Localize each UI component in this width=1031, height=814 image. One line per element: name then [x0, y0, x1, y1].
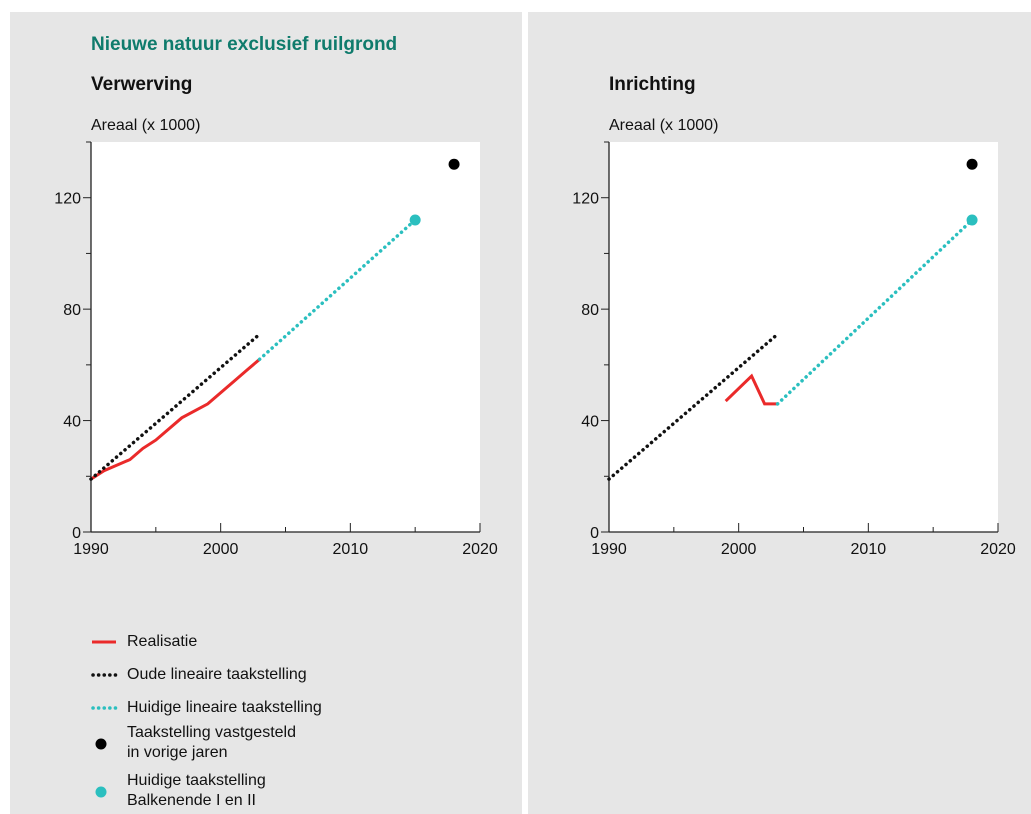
- series-line-oude-lineaire-taakstelling: [89, 332, 262, 481]
- data-point-huidige-taakstelling-balkenende-i-en-ii: [966, 214, 978, 226]
- y-tick-label: 40: [581, 414, 599, 431]
- x-tick-label: 1990: [591, 541, 627, 558]
- y-tick-label: 40: [63, 414, 81, 431]
- legend-swatch: [92, 640, 116, 644]
- y-tick-label: 0: [72, 525, 81, 542]
- chart-title-verwerving: Verwerving: [91, 74, 193, 95]
- plot-area: [609, 142, 998, 532]
- x-tick-label: 2020: [462, 541, 498, 558]
- series-line-huidige-lineaire-taakstelling: [775, 218, 974, 406]
- y-tick-label: 80: [581, 302, 599, 319]
- legend-label: Realisatie: [127, 633, 198, 650]
- series-line-huidige-lineaire-taakstelling: [257, 218, 417, 362]
- main-title: Nieuwe natuur exclusief ruilgrond: [91, 34, 398, 55]
- y-tick-label: 0: [590, 525, 599, 542]
- data-point-taakstelling-vastgesteld-in-vorige-jaren: [966, 158, 978, 170]
- legend-swatch: [95, 786, 107, 798]
- legend-label: Taakstelling vastgesteld in vorige jaren: [127, 724, 296, 761]
- legend-swatch: [95, 738, 107, 750]
- x-tick-label: 2000: [203, 541, 239, 558]
- series-line-realisatie: [724, 373, 778, 406]
- y-tick-label: 120: [54, 191, 81, 208]
- x-tick-label: 2000: [721, 541, 757, 558]
- legend-swatch: [91, 673, 119, 677]
- chart-verwerving: 0 40 80 120 1990 2000 2010 2020: [54, 141, 498, 558]
- y-axis-label-verwerving: Areaal (x 1000): [91, 117, 201, 134]
- left-chart-panel: Nieuwe natuur exclusief ruilgrond Verwer…: [10, 12, 522, 814]
- legend-label: Oude lineaire taakstelling: [127, 666, 307, 683]
- chart-inrichting: 0 40 80 120 1990 2000 2010 2020: [572, 141, 1016, 558]
- series-line-realisatie: [90, 358, 261, 481]
- series-line-oude-lineaire-taakstelling: [607, 332, 780, 481]
- x-tick-label: 2010: [333, 541, 369, 558]
- legend-label: Huidige taakstelling Balkenende I en II: [127, 772, 266, 809]
- y-tick-label: 80: [63, 302, 81, 319]
- x-tick-label: 2010: [851, 541, 887, 558]
- chart-title-inrichting: Inrichting: [609, 74, 696, 95]
- legend-swatch: [91, 706, 119, 710]
- x-tick-label: 1990: [73, 541, 109, 558]
- y-tick-label: 120: [572, 191, 599, 208]
- y-axis-label-inrichting: Areaal (x 1000): [609, 117, 719, 134]
- right-chart-panel: Inrichting Areaal (x 1000) 0 40 80 120 1990 2…: [528, 12, 1031, 814]
- x-tick-label: 2020: [980, 541, 1016, 558]
- legend-label: Huidige lineaire taakstelling: [127, 699, 322, 716]
- data-point-taakstelling-vastgesteld-in-vorige-jaren: [448, 158, 460, 170]
- data-point-huidige-taakstelling-balkenende-i-en-ii: [409, 214, 421, 226]
